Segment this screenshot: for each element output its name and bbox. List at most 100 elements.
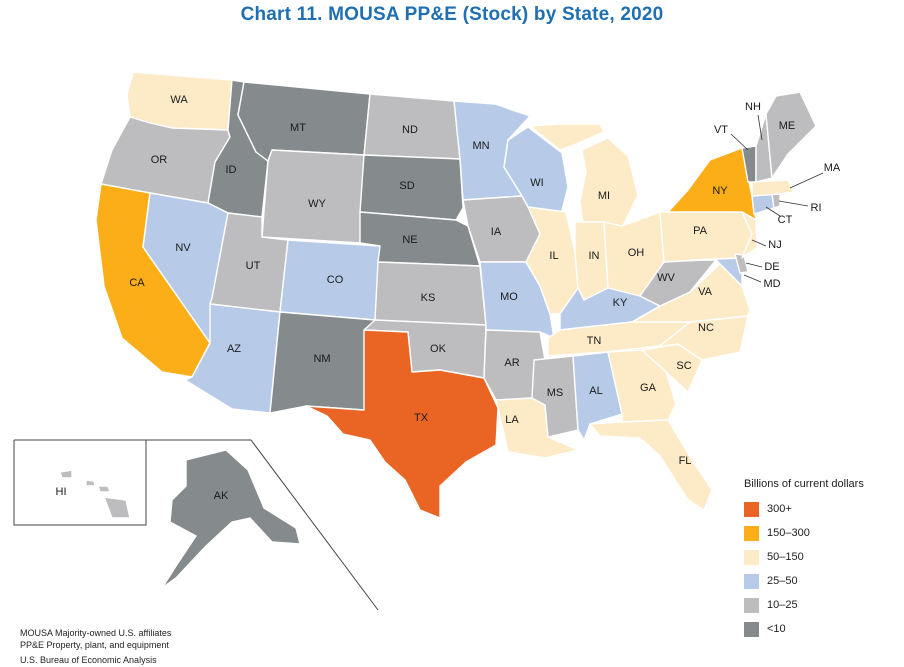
state-ak <box>161 449 301 589</box>
leader-line-nh <box>757 114 763 141</box>
state-ct <box>751 193 775 215</box>
leader-line-md <box>743 274 762 283</box>
state-label-sc: SC <box>676 360 691 372</box>
state-label-de: DE <box>764 261 779 273</box>
state-ma <box>751 179 795 197</box>
state-label-ak: AK <box>214 490 229 502</box>
state-label-ny: NY <box>712 185 728 197</box>
state-nj <box>741 211 758 259</box>
state-de <box>734 253 749 274</box>
state-sd <box>359 154 464 221</box>
state-label-nh: NH <box>745 101 761 113</box>
state-label-nj: NJ <box>768 239 781 251</box>
state-label-ma: MA <box>824 162 841 174</box>
state-label-al: AL <box>589 385 602 397</box>
leader-line-ct <box>765 206 781 217</box>
legend-swatch <box>744 621 759 637</box>
state-label-mt: MT <box>290 122 306 134</box>
state-ri <box>771 193 781 209</box>
state-label-il: IL <box>549 250 558 262</box>
state-hi <box>59 469 131 519</box>
state-label-in: IN <box>589 250 600 262</box>
state-tx <box>305 329 499 519</box>
states-layer <box>59 71 817 589</box>
state-il <box>525 206 579 315</box>
state-label-oh: OH <box>628 247 645 259</box>
leader-line-ma <box>789 172 824 189</box>
state-label-ut: UT <box>246 260 261 272</box>
chart-title: Chart 11. MOUSA PP&E (Stock) by State, 2… <box>240 4 664 25</box>
state-label-la: LA <box>505 414 519 426</box>
state-label-nc: NC <box>698 322 714 334</box>
state-label-ok: OK <box>430 343 447 355</box>
state-label-ct: CT <box>778 214 793 226</box>
state-label-ca: CA <box>129 277 145 289</box>
state-label-nd: ND <box>402 124 418 136</box>
state-label-mo: MO <box>500 291 518 303</box>
note-line: MOUSA Majority-owned U.S. affiliates <box>20 628 172 638</box>
state-fl <box>589 419 713 511</box>
state-label-ri: RI <box>811 202 822 214</box>
inset-box <box>13 439 379 611</box>
legend-label: 150–300 <box>767 527 810 539</box>
leader-line-nj <box>751 239 767 247</box>
legend-label: 25–50 <box>767 575 798 587</box>
legend-label: <10 <box>767 623 786 635</box>
legend-item: <10 <box>744 617 894 641</box>
state-label-pa: PA <box>693 225 708 237</box>
source-note: U.S. Bureau of Economic Analysis <box>20 655 157 665</box>
state-label-fl: FL <box>679 455 692 467</box>
state-label-sd: SD <box>399 180 414 192</box>
legend-item: 10–25 <box>744 593 894 617</box>
state-me <box>765 91 817 179</box>
state-label-ky: KY <box>613 297 628 309</box>
state-label-vt: VT <box>714 124 728 136</box>
leader-line-ri <box>778 200 809 207</box>
state-label-ks: KS <box>421 292 436 304</box>
state-label-wa: WA <box>170 94 188 106</box>
legend-swatch <box>744 501 759 517</box>
leader-line-vt <box>730 133 749 151</box>
state-nc <box>605 315 749 361</box>
legend-swatch <box>744 597 759 613</box>
state-label-mn: MN <box>472 140 489 152</box>
state-label-co: CO <box>327 274 344 286</box>
state-label-ar: AR <box>504 357 519 369</box>
legend: Billions of current dollars 300+ 150–300… <box>744 478 894 641</box>
state-label-ne: NE <box>402 234 417 246</box>
state-label-tn: TN <box>587 335 602 347</box>
legend-label: 10–25 <box>767 599 798 611</box>
state-label-id: ID <box>226 164 237 176</box>
note-line: PP&E Property, plant, and equipment <box>20 640 169 650</box>
legend-swatch <box>744 525 759 541</box>
state-label-wv: WV <box>657 272 675 284</box>
state-ne <box>359 211 481 267</box>
state-label-va: VA <box>698 286 713 298</box>
state-label-wi: WI <box>530 177 543 189</box>
state-wy <box>261 149 365 244</box>
state-label-ia: IA <box>491 226 502 238</box>
legend-label: 50–150 <box>767 551 804 563</box>
state-md <box>689 257 743 287</box>
state-label-wy: WY <box>308 198 326 210</box>
state-label-hi: HI <box>56 486 67 498</box>
legend-item: 150–300 <box>744 521 894 545</box>
state-label-md: MD <box>763 278 780 290</box>
state-label-mi: MI <box>598 190 610 202</box>
state-label-me: ME <box>779 120 796 132</box>
legend-swatch <box>744 573 759 589</box>
legend-swatch <box>744 549 759 565</box>
state-label-tx: TX <box>414 412 429 424</box>
state-label-or: OR <box>151 154 168 166</box>
legend-item: 25–50 <box>744 569 894 593</box>
leader-lines: NH VT MA RI CT NJ DE MD <box>714 101 841 290</box>
legend-label: 300+ <box>767 503 792 515</box>
leader-line-de <box>745 262 763 268</box>
legend-item: 300+ <box>744 497 894 521</box>
state-label-nm: NM <box>313 353 330 365</box>
state-label-nv: NV <box>175 242 191 254</box>
labels-layer: WA OR CA ID NV MT WY UT AZ CO NM ND SD NE KS OK TX MN IA MO… <box>56 94 796 502</box>
state-label-ms: MS <box>547 387 564 399</box>
abbreviation-notes: MOUSA Majority-owned U.S. affiliates PP&… <box>20 627 171 651</box>
